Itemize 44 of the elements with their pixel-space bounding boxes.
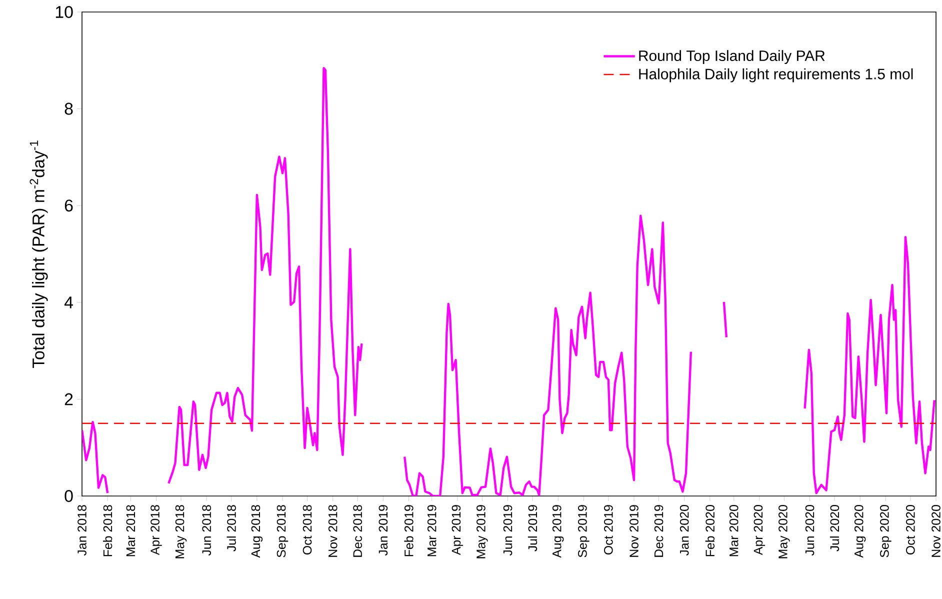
x-tick-label: Sep 2020 bbox=[880, 505, 892, 558]
x-tick-label: Nov 2020 bbox=[932, 505, 940, 557]
x-tick-label: Jan 2020 bbox=[680, 505, 689, 556]
x-tick-label: Jun 2019 bbox=[503, 505, 512, 556]
x-tick-label: Dec 2019 bbox=[654, 505, 664, 557]
y-tick-label: 4 bbox=[64, 296, 73, 308]
legend-label: Round Top Island Daily PAR bbox=[639, 50, 825, 64]
x-tick-label: Nov 2018 bbox=[328, 505, 338, 557]
x-tick-label: May 2020 bbox=[778, 505, 790, 558]
x-tick-label: Apr 2020 bbox=[754, 505, 766, 556]
y-axis-title: Total daily light (PAR) m$^{-2}$day$^{-1}$ bbox=[30, 140, 48, 368]
x-tick-label: Jul 2018 bbox=[226, 505, 236, 552]
x-tick-label: Oct 2020 bbox=[906, 505, 915, 554]
x-tick-label: Sep 2018 bbox=[276, 505, 288, 558]
x-tick-label: Oct 2018 bbox=[302, 505, 312, 554]
legend-label: Halophila Daily light requirements 1.5 mol bbox=[639, 68, 913, 82]
x-tick-label: Mar 2018 bbox=[126, 505, 136, 556]
x-tick-label: Feb 2019 bbox=[404, 505, 414, 556]
x-tick-label: Nov 2019 bbox=[630, 505, 638, 557]
x-tick-label: Feb 2020 bbox=[705, 505, 714, 556]
x-tick-label: Feb 2018 bbox=[103, 505, 112, 556]
x-tick-label: Jul 2019 bbox=[528, 505, 538, 552]
x-tick-label: Aug 2019 bbox=[552, 505, 564, 558]
y-tick-label: 2 bbox=[64, 393, 73, 406]
x-tick-label: Aug 2020 bbox=[854, 505, 866, 558]
x-tick-label: Mar 2019 bbox=[427, 505, 436, 556]
x-tick-label: Apr 2019 bbox=[452, 505, 464, 556]
x-tick-label: Jan 2019 bbox=[378, 505, 388, 556]
x-tick-label: Jan 2018 bbox=[78, 505, 86, 556]
x-tick-label: May 2018 bbox=[175, 505, 187, 558]
y-tick-label: 0 bbox=[64, 490, 73, 502]
x-tick-label: Aug 2018 bbox=[251, 505, 263, 558]
x-tick-label: Oct 2019 bbox=[604, 505, 613, 554]
x-tick-label: Sep 2019 bbox=[578, 505, 590, 558]
x-tick-label: Jun 2018 bbox=[202, 505, 212, 556]
x-tick-label: Dec 2018 bbox=[353, 505, 362, 557]
x-tick-label: Mar 2020 bbox=[729, 505, 738, 556]
x-tick-label: Jul 2020 bbox=[830, 505, 840, 552]
x-tick-label: May 2019 bbox=[476, 505, 488, 558]
y-tick-label: 10 bbox=[56, 6, 73, 18]
y-tick-label: 6 bbox=[64, 200, 73, 212]
x-tick-label: Apr 2018 bbox=[150, 505, 162, 556]
x-tick-label: Jun 2020 bbox=[805, 505, 814, 556]
y-tick-label: 8 bbox=[64, 102, 73, 115]
